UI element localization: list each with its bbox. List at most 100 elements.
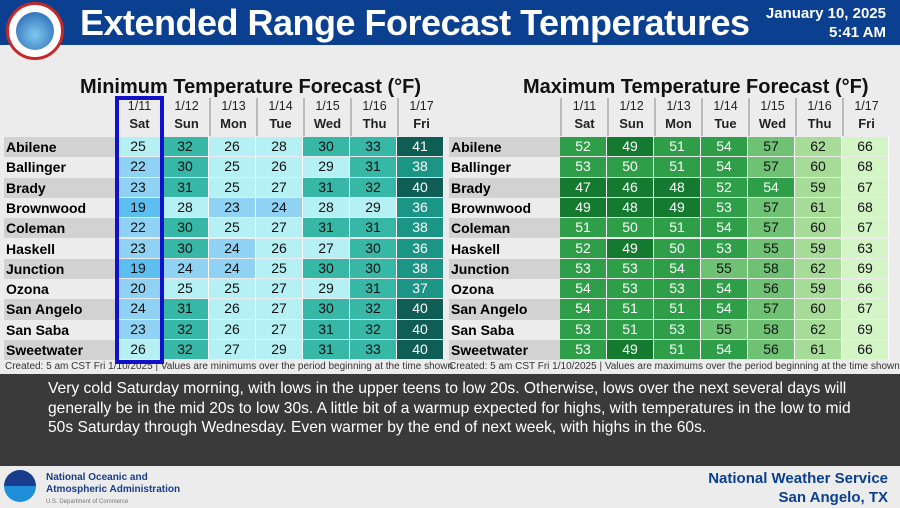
temp-cell: 55: [748, 238, 795, 258]
temp-cell: 40: [397, 319, 444, 339]
column-date: 1/12: [619, 99, 644, 113]
temp-cell: 57: [748, 137, 795, 157]
temp-cell: 54: [701, 137, 748, 157]
temp-cell: 61: [795, 197, 842, 218]
temp-cell: 61: [795, 340, 842, 360]
noaa-text: National Oceanic and Atmospheric Administ…: [46, 472, 180, 508]
office-name: National Weather Service San Angelo, TX: [708, 469, 888, 507]
office-line2: San Angelo, TX: [778, 489, 888, 506]
header-bar: [0, 0, 900, 45]
temp-cell: 50: [607, 157, 654, 177]
column-date: 1/13: [221, 99, 246, 113]
temp-cell: 54: [560, 279, 607, 299]
temp-cell: 31: [350, 218, 397, 238]
temp-cell: 47: [560, 177, 607, 197]
column-day: Thu: [807, 116, 832, 131]
temp-cell: 62: [795, 258, 842, 279]
temp-cell: 53: [560, 340, 607, 360]
temp-cell: 31: [303, 340, 350, 360]
temp-cell: 26: [209, 137, 256, 157]
temp-cell: 23: [209, 197, 256, 218]
temp-cell: 27: [256, 319, 303, 339]
temp-cell: 24: [162, 258, 209, 279]
table-row: San Angelo 54 51 51 54 57 60 67: [449, 299, 889, 320]
city-label: Abilene: [449, 137, 560, 158]
page-title: Extended Range Forecast Temperatures: [80, 2, 750, 43]
temp-cell: 67: [842, 218, 889, 238]
temp-cell: 56: [748, 340, 795, 360]
temp-cell: 38: [397, 218, 444, 238]
city-label: Ballinger: [451, 159, 511, 176]
temp-cell: 53: [654, 319, 701, 339]
column-date: 1/14: [713, 99, 738, 113]
issued-datetime: January 10, 2025 5:41 AM: [766, 4, 886, 42]
issued-date: January 10, 2025: [765, 5, 886, 22]
temp-cell: 54: [654, 258, 701, 279]
temp-cell: 49: [607, 238, 654, 258]
temp-cell: 66: [842, 279, 889, 299]
table-row: San Saba 23 32 26 27 31 32 40: [4, 319, 444, 340]
temp-cell: 22: [115, 157, 162, 177]
temp-cell: 55: [701, 258, 748, 279]
forecast-discussion: Very cold Saturday morning, with lows in…: [0, 374, 900, 466]
city-label: San Saba: [451, 321, 515, 338]
column-header: 1/12 Sun: [607, 98, 654, 136]
column-day: Fri: [858, 116, 875, 131]
column-header: 1/13 Mon: [209, 98, 256, 136]
temp-cell: 51: [654, 299, 701, 319]
temp-cell: 20: [115, 279, 162, 299]
temp-cell: 30: [350, 238, 397, 258]
city-label: Brady: [4, 177, 115, 198]
max-table-note: Created: 5 am CST Fri 1/10/2025 | Values…: [449, 361, 900, 372]
temp-cell: 40: [397, 340, 444, 360]
temp-cell: 31: [303, 177, 350, 197]
temp-cell: 30: [162, 238, 209, 258]
temp-cell: 37: [397, 279, 444, 299]
temp-cell: 28: [303, 197, 350, 218]
temp-cell: 29: [350, 197, 397, 218]
highlighted-column-box: [115, 96, 164, 364]
temp-cell: 56: [748, 279, 795, 299]
temp-cell: 30: [303, 137, 350, 157]
temp-cell: 51: [560, 218, 607, 238]
city-label: Coleman: [449, 218, 560, 239]
city-label: Sweetwater: [4, 340, 115, 361]
temp-cell: 26: [209, 319, 256, 339]
column-day: Fri: [413, 116, 430, 131]
column-date: 1/13: [666, 99, 691, 113]
temp-cell: 24: [256, 197, 303, 218]
temp-cell: 30: [162, 157, 209, 177]
noaa-line2: Atmospheric Administration: [46, 484, 181, 495]
temp-cell: 22: [115, 218, 162, 238]
temp-cell: 60: [795, 218, 842, 238]
table-row: Junction 19 24 24 25 30 30 38: [4, 258, 444, 280]
city-label: Ozona: [451, 281, 494, 298]
table-row: Ballinger 22 30 25 26 29 31 38: [4, 157, 444, 177]
temp-cell: 38: [397, 258, 444, 279]
column-header: 1/16 Thu: [350, 98, 397, 136]
column-date: 1/12: [174, 99, 199, 113]
temp-cell: 52: [701, 177, 748, 197]
temp-cell: 46: [607, 177, 654, 197]
temp-cell: 54: [701, 299, 748, 319]
column-day: Sun: [174, 116, 199, 131]
table-row: Ozona 20 25 25 27 29 31 37: [4, 279, 444, 299]
column-day: Thu: [362, 116, 387, 131]
temp-cell: 60: [795, 299, 842, 319]
city-label: Brownwood: [6, 199, 87, 216]
table-row: Abilene 52 49 51 54 57 62 66: [449, 137, 889, 158]
temp-cell: 36: [397, 197, 444, 218]
column-header: 1/13 Mon: [654, 98, 701, 136]
temp-cell: 30: [350, 258, 397, 279]
temp-cell: 69: [842, 319, 889, 339]
temp-cell: 32: [162, 340, 209, 360]
table-row: San Saba 53 51 53 55 58 62 69: [449, 319, 889, 340]
temp-cell: 54: [701, 218, 748, 238]
temp-cell: 29: [303, 157, 350, 177]
column-date: 1/11: [127, 99, 152, 113]
temp-cell: 48: [607, 197, 654, 218]
temp-cell: 67: [842, 177, 889, 197]
temp-cell: 40: [397, 299, 444, 319]
temp-cell: 25: [209, 177, 256, 197]
column-day: Sat: [574, 116, 595, 131]
